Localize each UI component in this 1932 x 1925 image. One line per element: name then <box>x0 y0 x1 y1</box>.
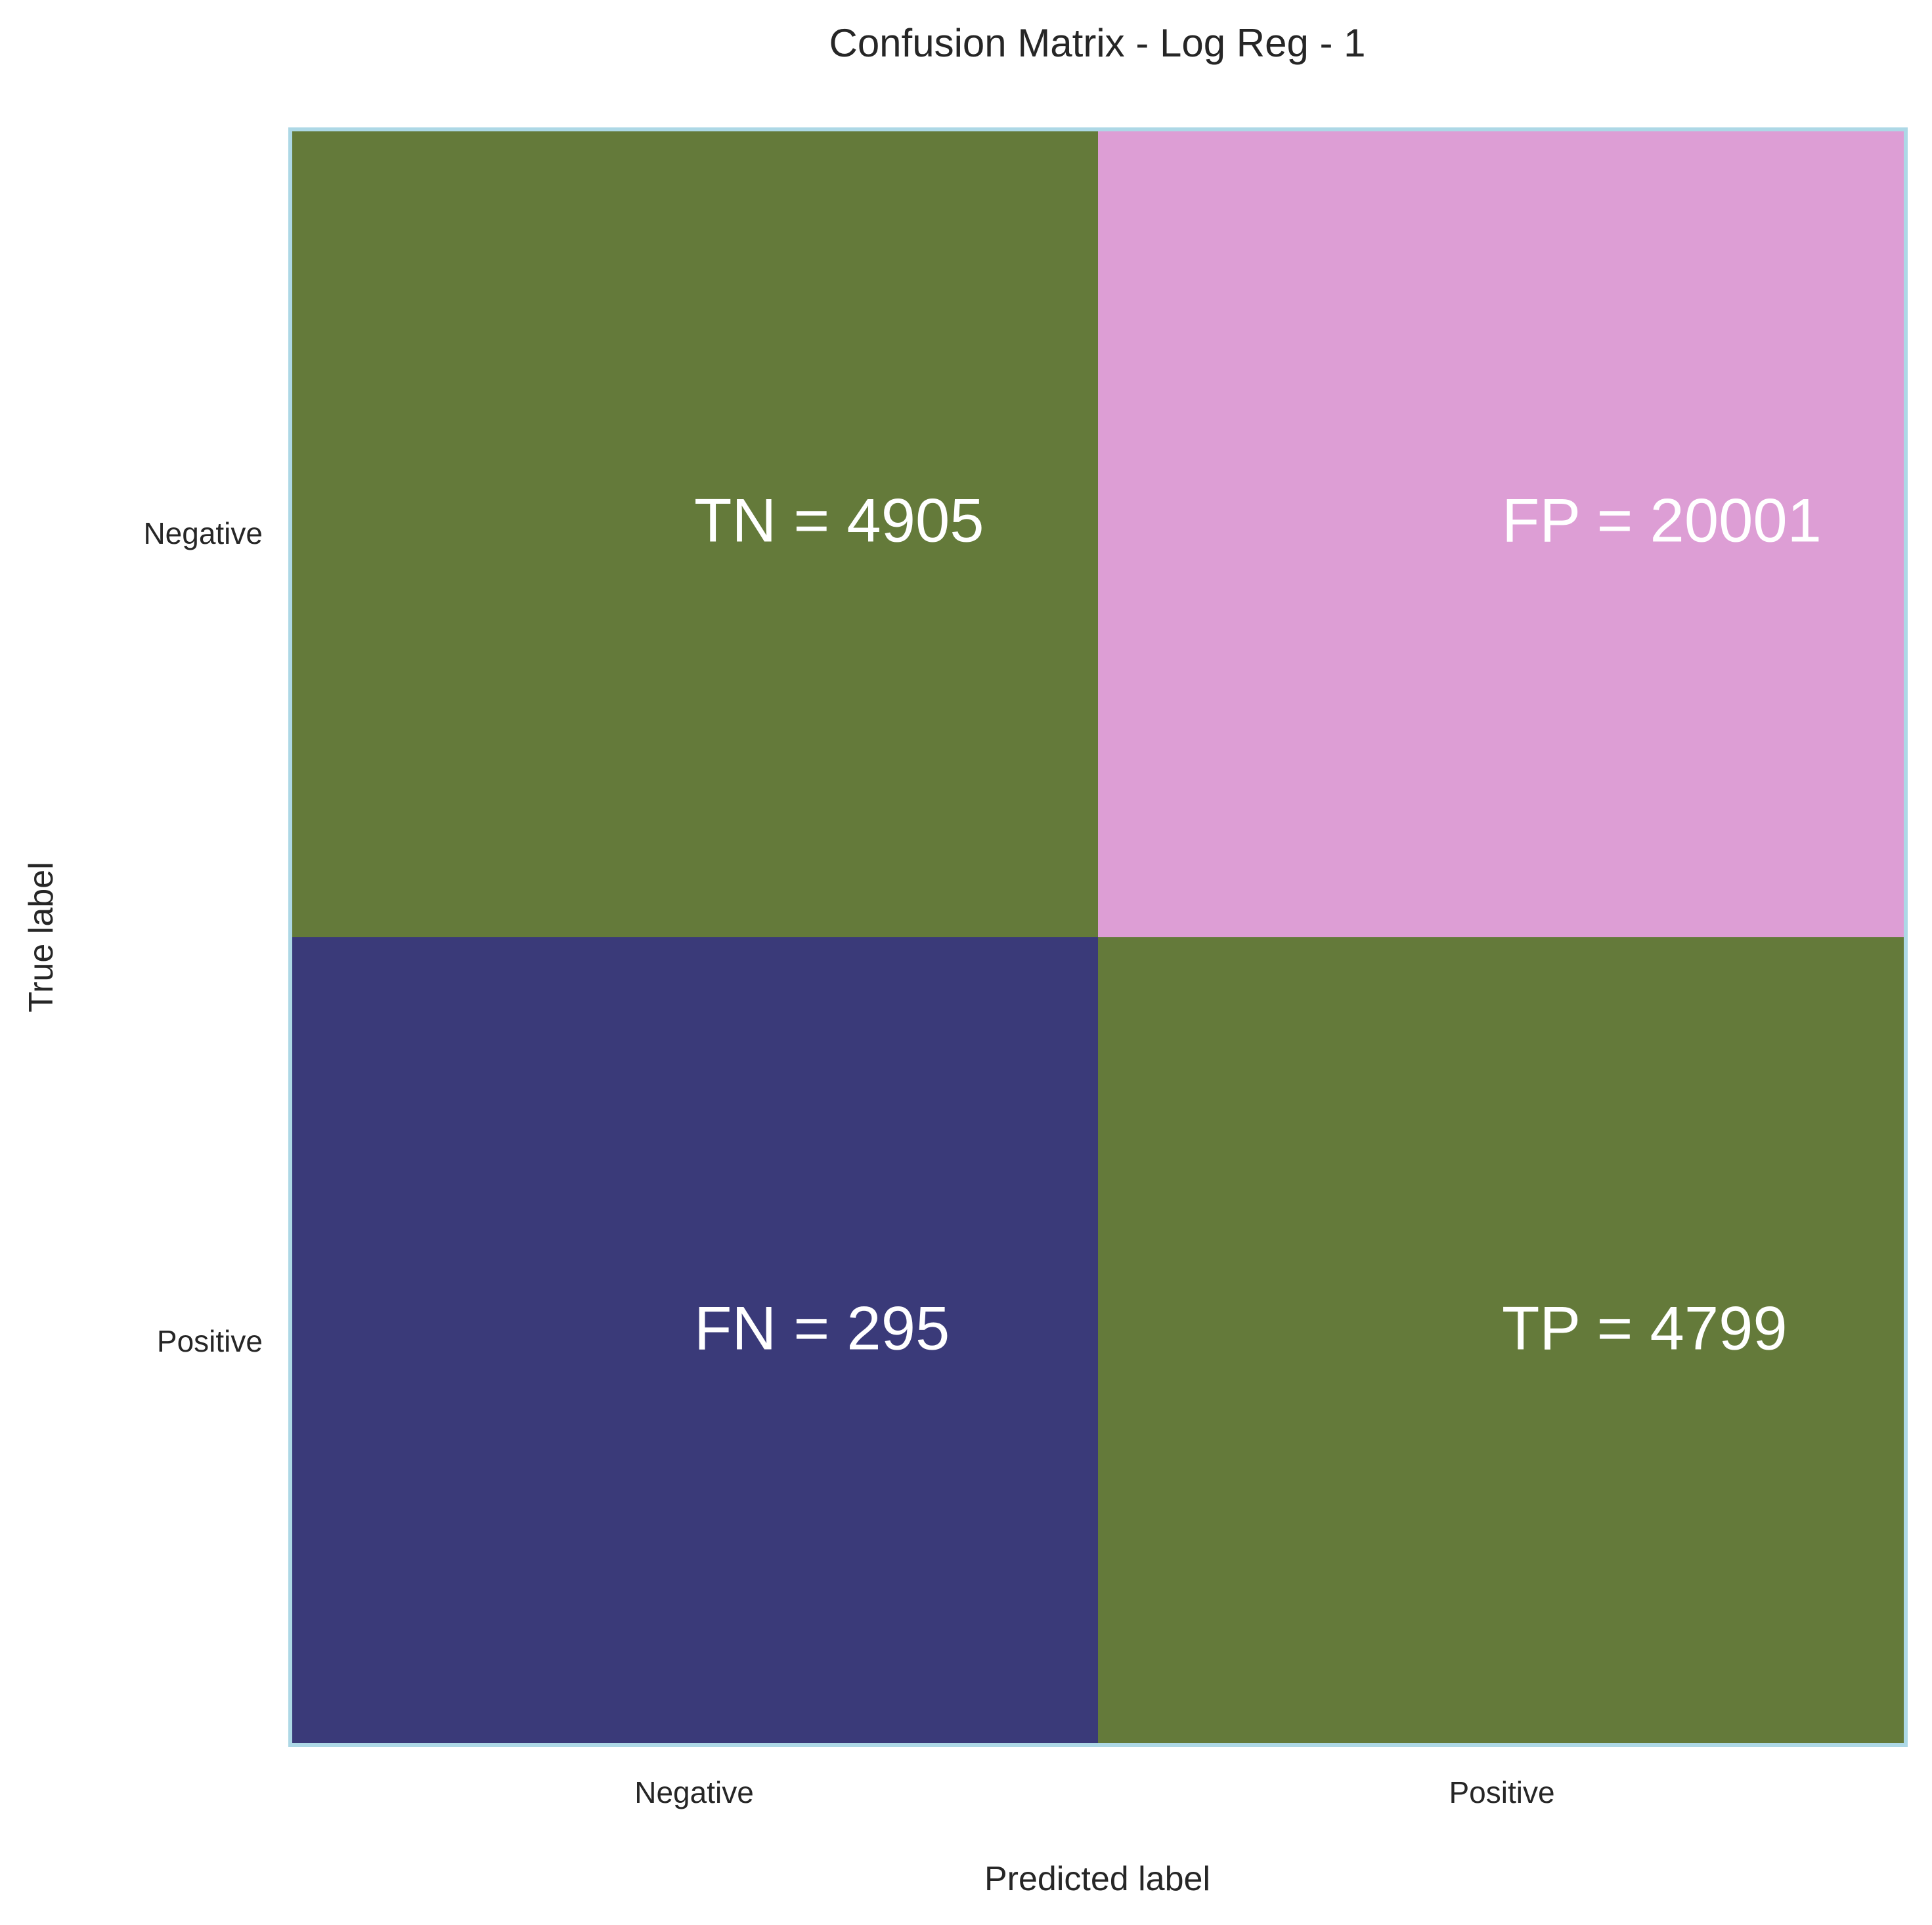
heatmap-cell-tn <box>290 129 1098 937</box>
y-axis-label: True label <box>22 862 60 1012</box>
x-tick-label-positive: Positive <box>1449 1775 1554 1809</box>
y-axis-ticks: Negative Positive <box>143 516 263 1358</box>
cell-label-tp: TP = 4799 <box>1502 1293 1788 1362</box>
y-tick-label-negative: Negative <box>143 516 263 550</box>
heatmap-cells <box>290 129 1906 1745</box>
heatmap-cell-labels: TN = 4905 FP = 20001 FN = 295 TP = 4799 <box>694 485 1822 1362</box>
x-axis-ticks: Negative Positive <box>634 1775 1554 1809</box>
heatmap-cell-tp <box>1098 937 1906 1745</box>
heatmap-cell-fp <box>1098 129 1906 937</box>
x-axis-label: Predicted label <box>984 1860 1210 1898</box>
heatmap-cell-fn <box>290 937 1098 1745</box>
x-tick-label-negative: Negative <box>634 1775 754 1809</box>
chart-title: Confusion Matrix - Log Reg - 1 <box>829 21 1365 65</box>
cell-label-fp: FP = 20001 <box>1502 485 1822 554</box>
cell-label-fn: FN = 295 <box>694 1293 950 1362</box>
cell-label-tn: TN = 4905 <box>694 485 984 554</box>
y-tick-label-positive: Positive <box>157 1324 263 1358</box>
plot-frame <box>288 127 1908 1747</box>
